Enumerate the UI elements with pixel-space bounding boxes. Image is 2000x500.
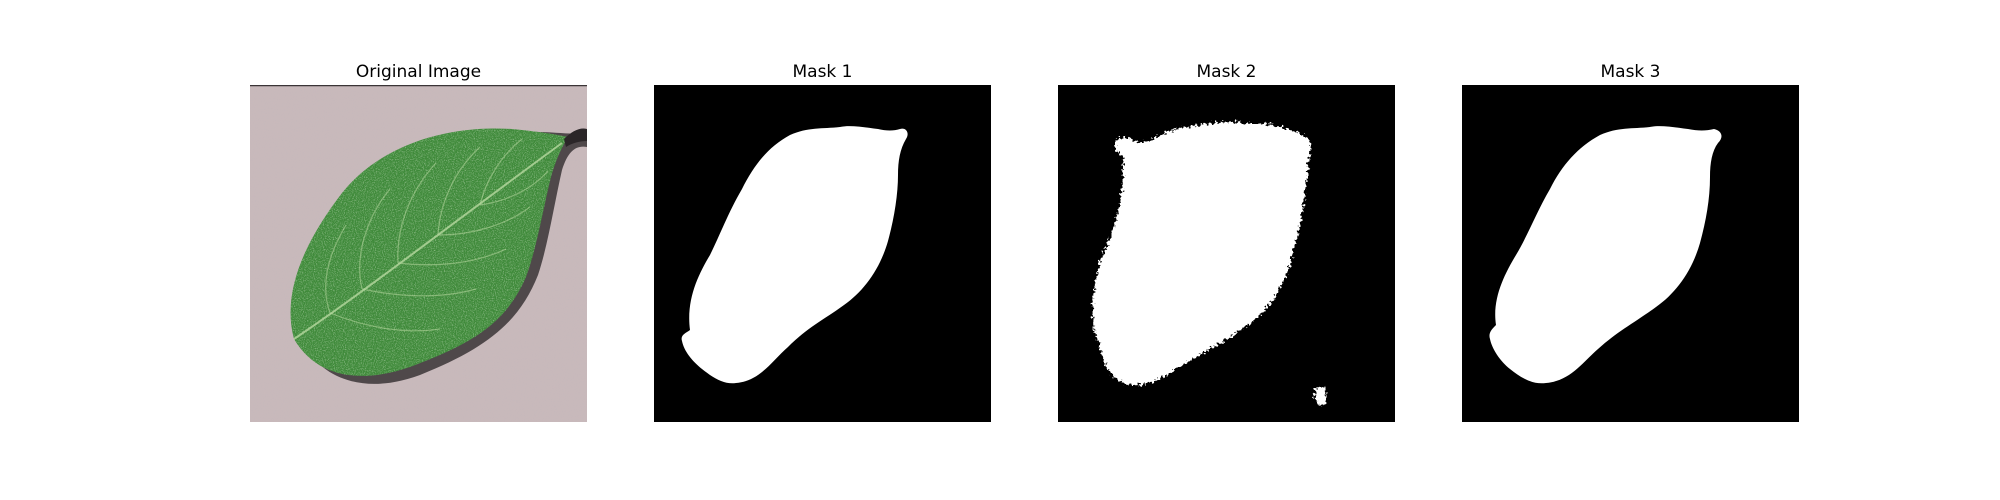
binary-mask (1462, 85, 1799, 422)
leaf-photo (250, 85, 587, 422)
mask-speck (1314, 386, 1327, 406)
leaf-stem (564, 128, 587, 147)
mask-1-image (654, 85, 991, 422)
mask-foreground (1489, 126, 1722, 384)
leaf-veins (325, 138, 549, 332)
original-image (250, 85, 587, 422)
panel-title: Mask 3 (1600, 62, 1661, 82)
mask-3-image (1462, 85, 1799, 422)
leaf-midrib (293, 142, 563, 340)
mask-foreground (1092, 122, 1311, 386)
binary-mask (1058, 85, 1395, 422)
mask-2-image (1058, 85, 1395, 422)
binary-mask (654, 85, 991, 422)
panel-title: Mask 1 (792, 62, 853, 82)
panel-title: Mask 2 (1196, 62, 1257, 82)
mask-foreground (681, 126, 908, 384)
panel-title: Original Image (355, 62, 482, 82)
